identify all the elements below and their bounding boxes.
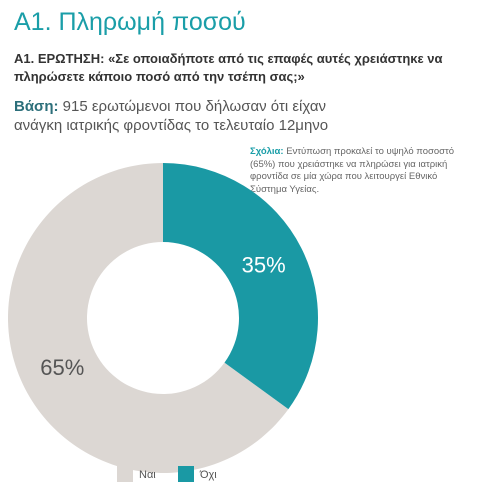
question: A1. ΕΡΩΤΗΣΗ: «Σε οποιαδήποτε από τις επα… bbox=[14, 51, 443, 84]
legend-swatch bbox=[178, 466, 194, 482]
note: Σχόλια: Εντύπωση προκαλεί το υψηλό ποσοσ… bbox=[250, 146, 462, 196]
chart-title: A1. Πληρωμή ποσού bbox=[14, 8, 246, 36]
note-text: Εντύπωση προκαλεί το υψηλό ποσοστό (65%)… bbox=[250, 146, 455, 195]
base-text: 915 ερωτώμενοι που δήλωσαν ότι είχαν ανά… bbox=[14, 98, 329, 134]
legend-swatch bbox=[117, 466, 133, 482]
value-label: 35% bbox=[242, 253, 286, 278]
note-label: Σχόλια: bbox=[250, 146, 284, 157]
donut-slice bbox=[163, 163, 319, 410]
value-label: 65% bbox=[40, 355, 84, 380]
donut-slice bbox=[7, 163, 289, 474]
legend-label: Όχι bbox=[199, 469, 217, 481]
base-label: Βάση: bbox=[14, 98, 59, 115]
base: Βάση: 915 ερωτώμενοι που δήλωσαν ότι είχ… bbox=[14, 97, 344, 135]
legend-label: Ναι bbox=[139, 469, 156, 481]
